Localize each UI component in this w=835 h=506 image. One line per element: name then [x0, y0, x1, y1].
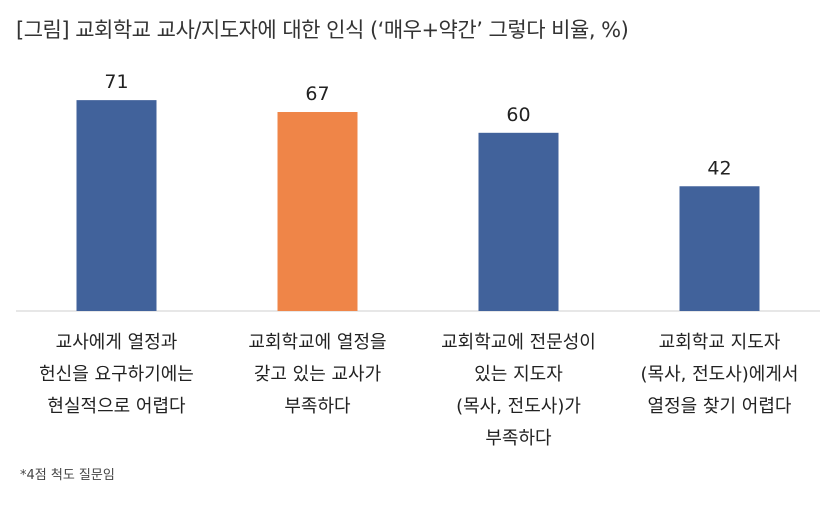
category-label-1-line-3: 현실적으로 어렵다 — [47, 396, 186, 417]
data-label-4: 42 — [707, 157, 731, 179]
category-label-2-line-3: 부족하다 — [284, 396, 351, 417]
footnote: *4점 척도 질문임 — [20, 468, 115, 483]
category-label-1-line-2: 헌신을 요구하기에는 — [39, 364, 194, 385]
category-label-4-line-2: (목사, 전도사)에게서 — [641, 364, 799, 385]
category-label-3-line-3: (목사, 전도사)가 — [456, 396, 581, 417]
bar-4 — [679, 186, 760, 311]
bar-1 — [76, 100, 157, 311]
category-label-3-line-2: 있는 지도자 — [474, 364, 563, 385]
category-label-2-line-1: 교회학교에 열정을 — [248, 332, 386, 353]
data-label-3: 60 — [506, 104, 530, 126]
data-label-1: 71 — [104, 71, 128, 93]
category-label-2-line-2: 갖고 있는 교사가 — [254, 364, 381, 385]
category-label-1-line-1: 교사에게 열정과 — [56, 332, 178, 353]
category-label-3-line-4: 부족하다 — [485, 428, 552, 449]
chart-title: [그림] 교회학교 교사/지도자에 대한 인식 (‘매우+약간’ 그렇다 비율,… — [16, 18, 629, 42]
bar-3 — [478, 132, 559, 311]
category-label-3-line-1: 교회학교에 전문성이 — [441, 332, 596, 353]
bar-2 — [277, 112, 358, 311]
data-label-2: 67 — [305, 83, 329, 105]
category-label-4-line-3: 열정을 찾기 어렵다 — [648, 396, 792, 417]
category-label-4-line-1: 교회학교 지도자 — [659, 332, 781, 353]
